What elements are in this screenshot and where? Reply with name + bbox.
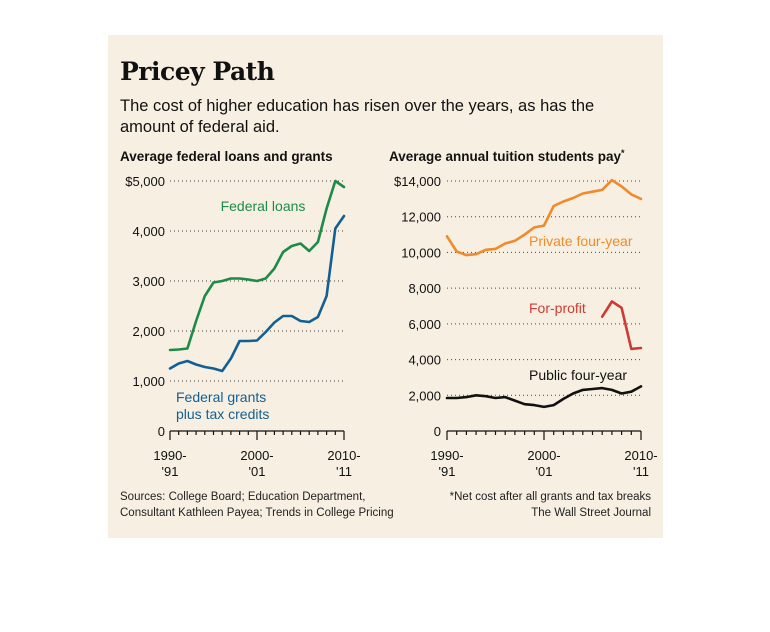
chart-title: Average annual tuition students pay* bbox=[389, 148, 625, 164]
x-tick-label: 2000-'01 bbox=[240, 448, 273, 479]
x-tick-label: 2010-'11 bbox=[327, 448, 360, 479]
y-tick-label: 2,000 bbox=[408, 388, 441, 403]
x-tick-label: 1990-'91 bbox=[153, 448, 186, 479]
y-tick-label: 4,000 bbox=[408, 353, 441, 368]
y-tick-label: 6,000 bbox=[408, 317, 441, 332]
graphic-subtitle: The cost of higher education has risen o… bbox=[120, 97, 595, 136]
chart-title: Average federal loans and grants bbox=[120, 149, 333, 164]
graphic-title: Pricey Path bbox=[120, 57, 275, 86]
y-tick-label: 0 bbox=[158, 424, 165, 439]
series-label: For-profit bbox=[529, 300, 586, 316]
y-tick-label: 10,000 bbox=[401, 245, 441, 260]
x-tick-label: 2000-'01 bbox=[527, 448, 560, 479]
x-tick-label: 1990-'91 bbox=[430, 448, 463, 479]
series-label: Federal loans bbox=[221, 198, 306, 214]
series-line-federal-loans bbox=[168, 179, 346, 352]
series-line-private-four-year bbox=[445, 178, 643, 257]
footnote: *Net cost after all grants and tax break… bbox=[450, 491, 652, 503]
series-line-federal-grants-plus-tax-credits bbox=[168, 214, 346, 373]
chart-2: Average annual tuition students pay* 0 2,0… bbox=[389, 148, 658, 479]
y-tick-label: $14,000 bbox=[394, 174, 441, 189]
y-tick-label: 0 bbox=[434, 424, 441, 439]
series-label: Private four-year bbox=[529, 233, 633, 249]
y-tick-label: 4,000 bbox=[132, 224, 165, 239]
graphic-panel: Pricey Path The cost of higher education… bbox=[108, 35, 663, 538]
series-label: Federal grants plus tax credits bbox=[176, 389, 269, 422]
y-tick-label: $5,000 bbox=[125, 174, 165, 189]
source-note: Sources: College Board; Education Depart… bbox=[120, 491, 394, 519]
publisher-credit: The Wall Street Journal bbox=[531, 507, 651, 519]
y-tick-label: 8,000 bbox=[408, 281, 441, 296]
y-tick-label: 12,000 bbox=[401, 210, 441, 225]
series-label: Public four-year bbox=[529, 367, 627, 383]
x-tick-label: 2010-'11 bbox=[624, 448, 657, 479]
chart-1: Average federal loans and grants 0 1,000 2,… bbox=[120, 149, 361, 479]
y-tick-label: 3,000 bbox=[132, 274, 165, 289]
y-tick-label: 1,000 bbox=[132, 374, 165, 389]
chart-title-mark: * bbox=[621, 148, 625, 158]
series-line-public-four-year bbox=[445, 385, 643, 409]
y-tick-label: 2,000 bbox=[132, 324, 165, 339]
series-line-for-profit bbox=[600, 300, 643, 351]
